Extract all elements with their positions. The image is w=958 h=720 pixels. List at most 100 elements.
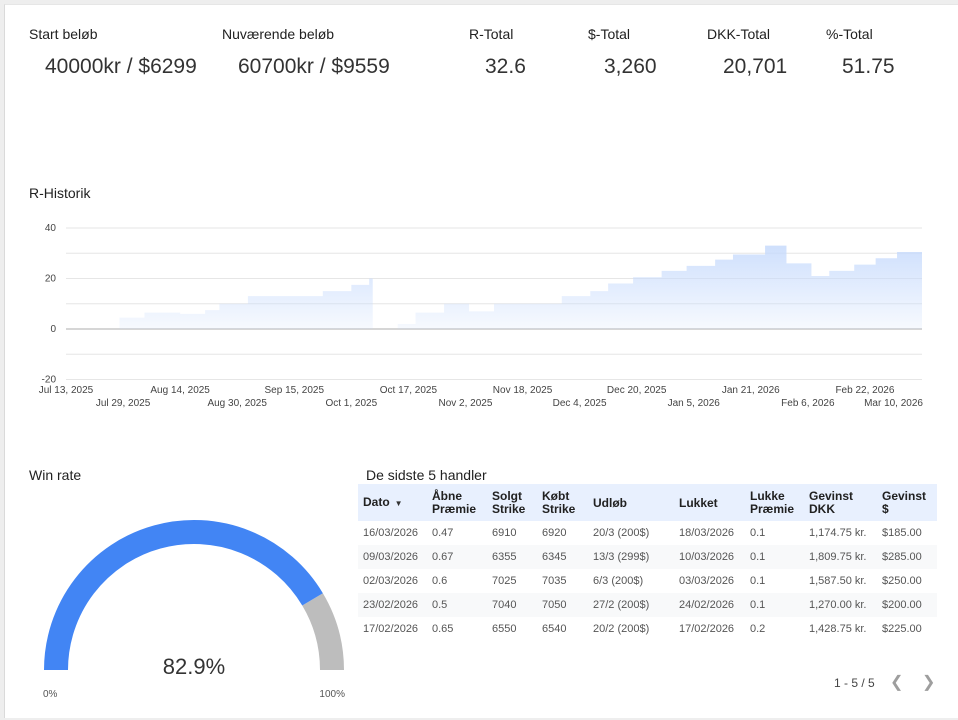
chart-y-axis: 40 20 0 -20 bbox=[42, 223, 57, 386]
kpi-label: $-Total bbox=[588, 26, 631, 42]
table-cell: 6550 bbox=[492, 623, 517, 635]
x-tick-label: Jul 29, 2025 bbox=[96, 398, 151, 409]
table-cell: 1,428.75 kr. bbox=[809, 623, 867, 635]
y-tick-label: 20 bbox=[45, 274, 57, 285]
table-cell: 10/03/2026 bbox=[674, 545, 745, 569]
table-cell: 0.2 bbox=[750, 623, 766, 635]
x-tick-label: Dec 4, 2025 bbox=[553, 398, 607, 409]
table-row[interactable]: 17/02/2026 0.65 6550 6540 20/2 (200$) 17/02/2… bbox=[358, 617, 937, 641]
sort-desc-icon[interactable]: ▼ bbox=[394, 498, 403, 508]
table-cell: 27/2 (200$) bbox=[588, 593, 674, 617]
kpi-label: R-Total bbox=[469, 26, 514, 42]
x-tick-label: Jul 13, 2025 bbox=[39, 385, 94, 396]
column-header-date[interactable]: Dato ▼ bbox=[358, 484, 427, 521]
gauge-min-label: 0% bbox=[43, 689, 58, 700]
gauge-value-arc bbox=[44, 520, 323, 671]
column-header-close-premium[interactable]: Lukke Præmie bbox=[745, 484, 804, 521]
table-cell: 20/2 (200$) bbox=[593, 623, 650, 635]
win-rate-title: Win rate bbox=[29, 467, 82, 483]
y-tick-label: 0 bbox=[50, 324, 56, 335]
kpi-value: 20,701 bbox=[723, 55, 788, 78]
x-tick-label: Aug 14, 2025 bbox=[150, 385, 210, 396]
table-cell: $225.00 bbox=[882, 623, 922, 635]
x-tick-label: Nov 18, 2025 bbox=[493, 385, 553, 396]
table-row[interactable]: 23/02/2026 0.5 7040 7050 27/2 (200$) 24/02/20… bbox=[358, 593, 937, 617]
kpi-label: Start beløb bbox=[29, 26, 98, 42]
y-tick-label: -20 bbox=[42, 375, 57, 386]
table-cell: 0.67 bbox=[427, 545, 487, 569]
pagination-info: 1 - 5 / 5 bbox=[834, 676, 875, 690]
kpi-value: 32.6 bbox=[485, 55, 526, 78]
table-cell: 18/03/2026 bbox=[679, 527, 735, 539]
chart-x-axis: Jul 13, 2025 Aug 14, 2025 Sep 15, 2025 Oct … bbox=[39, 385, 924, 409]
column-header-profit-dkk[interactable]: Gevinst DKK bbox=[804, 484, 877, 521]
table-cell: 7050 bbox=[537, 593, 588, 617]
table-cell: 09/03/2026 bbox=[358, 545, 427, 569]
table-cell: 6910 bbox=[492, 527, 517, 539]
win-rate-gauge: 82.9% 0% 100% bbox=[43, 520, 345, 700]
table-cell: 0.47 bbox=[432, 527, 454, 539]
column-header-sold-strike[interactable]: Solgt Strike bbox=[487, 484, 537, 521]
column-header-expiry[interactable]: Udløb bbox=[588, 484, 674, 521]
column-header-label: Dato bbox=[363, 495, 390, 510]
table-row[interactable]: 09/03/2026 0.67 6355 6345 13/3 (299$) 10/03/2… bbox=[358, 545, 937, 569]
kpi-label: %-Total bbox=[826, 26, 873, 42]
table-cell: 17/02/2026 bbox=[679, 623, 735, 635]
chart-area-series bbox=[119, 245, 922, 329]
table-cell: 1,270.00 kr. bbox=[804, 593, 877, 617]
kpi-label: Nuværende beløb bbox=[222, 26, 335, 42]
r-history-area bbox=[119, 245, 922, 329]
x-tick-label: Jan 21, 2026 bbox=[722, 385, 780, 396]
table-cell: 1,809.75 kr. bbox=[804, 545, 877, 569]
table-cell: 6920 bbox=[542, 527, 567, 539]
x-tick-label: Sep 15, 2025 bbox=[265, 385, 325, 396]
x-tick-label: Oct 1, 2025 bbox=[325, 398, 377, 409]
table-cell: 17/02/2026 bbox=[363, 623, 419, 635]
table-cell: $185.00 bbox=[882, 527, 922, 539]
table-cell: $200.00 bbox=[877, 593, 937, 617]
x-tick-label: Nov 2, 2025 bbox=[438, 398, 492, 409]
column-header-open-premium[interactable]: Åbne Præmie bbox=[427, 484, 487, 521]
trades-table: Dato ▼ Åbne Præmie Solgt Strike Købt Stri… bbox=[358, 484, 937, 641]
column-header-profit-usd[interactable]: Gevinst $ bbox=[877, 484, 937, 521]
table-cell: 1,174.75 kr. bbox=[809, 527, 867, 539]
kpi-value: 3,260 bbox=[604, 55, 657, 78]
table-cell: 0.1 bbox=[745, 593, 804, 617]
table-cell: 20/3 (200$) bbox=[593, 527, 650, 539]
column-header-bought-strike[interactable]: Købt Strike bbox=[537, 484, 588, 521]
table-cell: 16/03/2026 bbox=[363, 527, 419, 539]
table-cell: 6355 bbox=[487, 545, 537, 569]
chevron-left-icon[interactable]: ❮ bbox=[890, 674, 904, 691]
table-cell: 6345 bbox=[537, 545, 588, 569]
table-cell: 13/3 (299$) bbox=[588, 545, 674, 569]
x-tick-label: Feb 6, 2026 bbox=[781, 398, 835, 409]
table-cell: $285.00 bbox=[877, 545, 937, 569]
r-history-chart: 40 20 0 -20 Jul 13, 2025 Aug 14, 2025 Sep 15,… bbox=[39, 223, 924, 409]
kpi-label: DKK-Total bbox=[707, 26, 771, 42]
x-tick-label: Mar 10, 2026 bbox=[864, 398, 923, 409]
column-header-closed[interactable]: Lukket bbox=[674, 484, 745, 521]
x-tick-label: Dec 20, 2025 bbox=[607, 385, 667, 396]
chevron-right-icon[interactable]: ❯ bbox=[922, 674, 936, 691]
kpi-value: 40000kr / $6299 bbox=[45, 55, 197, 78]
chart-title: R-Historik bbox=[29, 185, 91, 201]
table-header-row: Dato ▼ Åbne Præmie Solgt Strike Købt Stri… bbox=[358, 484, 937, 521]
x-tick-label: Feb 22, 2026 bbox=[835, 385, 894, 396]
table-row[interactable]: 16/03/2026 0.47 6910 6920 20/3 (200$) 18/03/2… bbox=[358, 521, 937, 545]
gauge-max-label: 100% bbox=[319, 689, 345, 700]
table-cell: 7040 bbox=[487, 593, 537, 617]
table-cell: 24/02/2026 bbox=[674, 593, 745, 617]
table-cell: 6540 bbox=[542, 623, 567, 635]
table-cell: 0.1 bbox=[745, 545, 804, 569]
table-cell: 23/02/2026 bbox=[358, 593, 427, 617]
table-cell: 0.1 bbox=[750, 527, 766, 539]
table-row[interactable]: 02/03/2026 0.6 7025 7035 6/3 (200$) 03/03/202… bbox=[358, 569, 937, 593]
x-tick-label: Jan 5, 2026 bbox=[668, 398, 721, 409]
table-cell: $250.00 bbox=[882, 575, 922, 587]
table-cell: 1,587.50 kr. bbox=[809, 575, 867, 587]
table-cell: 03/03/2026 bbox=[679, 575, 735, 587]
table-cell: 0.65 bbox=[432, 623, 454, 635]
table-cell: 02/03/2026 bbox=[363, 575, 419, 587]
x-tick-label: Oct 17, 2025 bbox=[380, 385, 438, 396]
table-cell: 0.5 bbox=[427, 593, 487, 617]
